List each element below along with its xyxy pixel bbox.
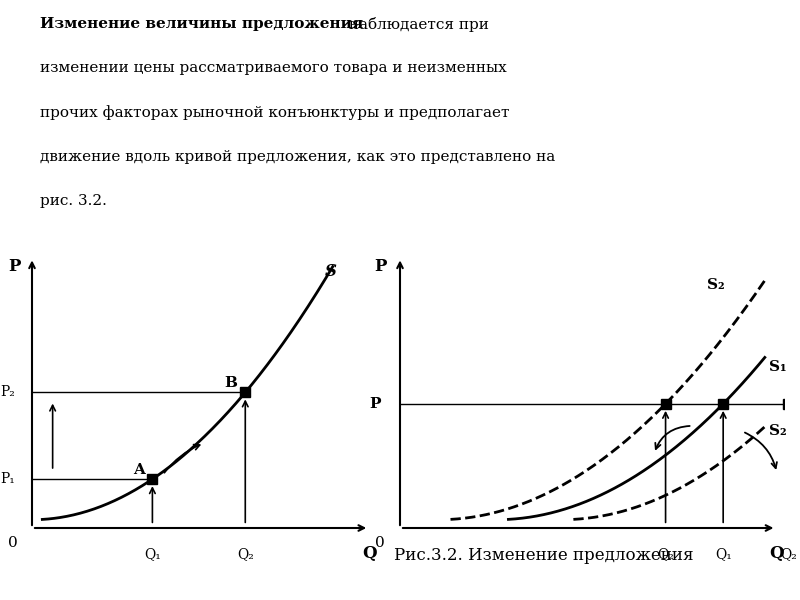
Text: P₂: P₂: [0, 385, 15, 400]
Text: P: P: [9, 257, 21, 275]
Text: Q₁: Q₁: [715, 547, 731, 562]
Text: P: P: [374, 257, 387, 275]
Text: S₂: S₂: [707, 278, 725, 292]
Text: наблюдается при: наблюдается при: [344, 17, 489, 32]
Text: S₁: S₁: [769, 360, 786, 374]
Text: S₂: S₂: [769, 424, 786, 438]
Text: Q₂: Q₂: [780, 547, 797, 562]
Text: S: S: [325, 263, 336, 280]
Text: движение вдоль кривой предложения, как это представлено на: движение вдоль кривой предложения, как э…: [39, 150, 554, 164]
Text: Q: Q: [362, 545, 377, 562]
Text: рис. 3.2.: рис. 3.2.: [39, 194, 106, 208]
Text: Q₁: Q₁: [144, 547, 161, 562]
Text: B: B: [225, 376, 238, 390]
Text: Изменение величины предложения: Изменение величины предложения: [39, 17, 362, 31]
Text: Q₂: Q₂: [657, 547, 674, 562]
Text: P₁: P₁: [0, 472, 15, 486]
Text: 0: 0: [9, 536, 18, 550]
Text: 0: 0: [375, 536, 385, 550]
Text: Q: Q: [769, 545, 784, 562]
Text: изменении цены рассматриваемого товара и неизменных: изменении цены рассматриваемого товара и…: [39, 61, 506, 75]
Text: Q₂: Q₂: [237, 547, 254, 562]
Text: P: P: [370, 397, 381, 411]
Text: прочих факторах рыночной конъюнктуры и предполагает: прочих факторах рыночной конъюнктуры и п…: [39, 106, 509, 121]
Text: A: A: [134, 463, 146, 476]
Text: Рис.3.2. Изменение предложения: Рис.3.2. Изменение предложения: [394, 547, 694, 563]
